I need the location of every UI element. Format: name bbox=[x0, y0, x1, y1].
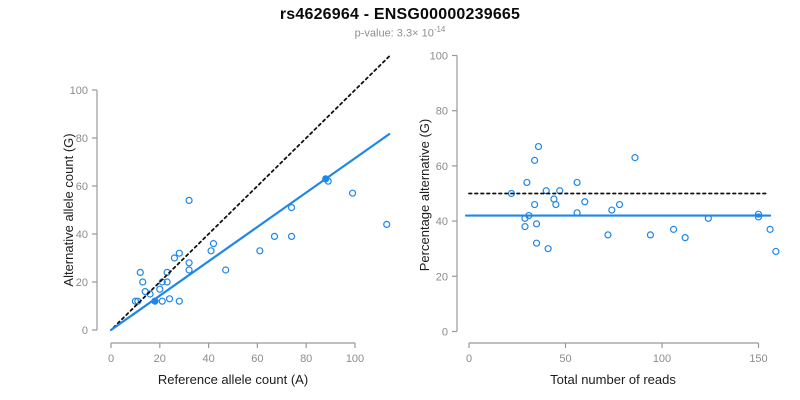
data-point bbox=[544, 245, 552, 253]
y-tick-label: 20 bbox=[76, 277, 88, 289]
data-point bbox=[532, 220, 541, 228]
x-tick-label: 60 bbox=[251, 353, 263, 365]
data-point bbox=[615, 200, 624, 209]
x-tick-label: 20 bbox=[154, 353, 166, 365]
data-point bbox=[287, 204, 296, 212]
data-point bbox=[222, 266, 230, 274]
y-axis-title: Percentage alternative (G) bbox=[417, 119, 432, 271]
data-point bbox=[156, 285, 164, 293]
data-point bbox=[608, 206, 616, 214]
data-point bbox=[170, 254, 179, 262]
x-axis-title: Total number of reads bbox=[550, 372, 676, 387]
pvalue-label: p-value: 3.3× 10 bbox=[354, 27, 434, 40]
data-point bbox=[348, 189, 357, 197]
data-point bbox=[287, 232, 296, 240]
data-point bbox=[185, 259, 193, 267]
data-point bbox=[383, 220, 391, 228]
pvalue-exponent: -14 bbox=[433, 25, 446, 34]
data-point bbox=[772, 247, 780, 256]
data-point bbox=[604, 231, 612, 239]
x-tick-label: 100 bbox=[346, 353, 364, 365]
data-point bbox=[256, 247, 264, 255]
data-point bbox=[175, 249, 183, 257]
data-point bbox=[534, 142, 543, 151]
data-point bbox=[573, 178, 581, 187]
x-axis-title: Reference allele count (A) bbox=[158, 372, 308, 387]
data-point bbox=[681, 234, 689, 242]
data-point bbox=[531, 200, 539, 209]
data-point bbox=[139, 278, 147, 286]
x-tick-label: 150 bbox=[749, 353, 767, 365]
data-point bbox=[631, 154, 639, 162]
y-tick-label: 80 bbox=[436, 106, 448, 118]
data-point bbox=[552, 200, 560, 209]
data-point bbox=[158, 297, 166, 305]
data-point bbox=[185, 196, 193, 204]
data-point bbox=[531, 156, 539, 164]
data-point bbox=[136, 268, 144, 276]
y-axis-title: Alternative allele count (G) bbox=[61, 133, 76, 286]
x-tick-label: 0 bbox=[466, 353, 472, 365]
plot-title: rs4626964 - ENSG00000239665 bbox=[279, 6, 521, 23]
data-point bbox=[754, 213, 763, 221]
y-tick-label: 60 bbox=[76, 181, 88, 193]
data-point bbox=[165, 295, 174, 303]
plot-subtitle: p-value: 3.3× 10-14 bbox=[0, 25, 800, 40]
y-tick-label: 60 bbox=[436, 161, 448, 173]
data-point bbox=[532, 239, 541, 247]
data-point bbox=[207, 247, 215, 255]
y-tick-label: 0 bbox=[442, 327, 448, 339]
y-tick-label: 40 bbox=[76, 229, 88, 241]
left-scatter-plot: 0 20 40 60 80 100 0 20 40 60 80 100 Reference allele… bbox=[61, 55, 391, 387]
x-tick-label: 100 bbox=[653, 353, 671, 365]
data-point bbox=[523, 178, 531, 187]
y-tick-label: 100 bbox=[430, 51, 448, 63]
data-point bbox=[669, 225, 678, 233]
y-tick-label: 40 bbox=[436, 216, 448, 228]
data-point bbox=[209, 240, 218, 248]
x-tick-label: 40 bbox=[202, 353, 214, 365]
x-tick-label: 50 bbox=[559, 353, 571, 365]
data-point bbox=[175, 297, 183, 305]
x-tick-label: 80 bbox=[300, 353, 312, 365]
y-tick-label: 20 bbox=[436, 271, 448, 283]
data-point bbox=[185, 266, 193, 274]
data-point bbox=[646, 231, 655, 239]
y-tick-label: 0 bbox=[82, 325, 88, 337]
data-point bbox=[270, 232, 279, 240]
data-point bbox=[131, 297, 139, 305]
y-tick-label: 80 bbox=[76, 133, 88, 145]
regression-line bbox=[109, 133, 391, 332]
data-point bbox=[521, 223, 529, 231]
data-point bbox=[163, 278, 171, 286]
data-point bbox=[766, 225, 774, 233]
data-point bbox=[754, 210, 763, 218]
y-tick-label: 100 bbox=[70, 85, 88, 97]
x-tick-label: 0 bbox=[108, 353, 114, 365]
data-point bbox=[581, 198, 589, 206]
right-scatter-plot: 0 20 40 60 80 100 0 50 100 150 Total number of rea… bbox=[417, 51, 780, 387]
identity-line bbox=[112, 55, 391, 329]
